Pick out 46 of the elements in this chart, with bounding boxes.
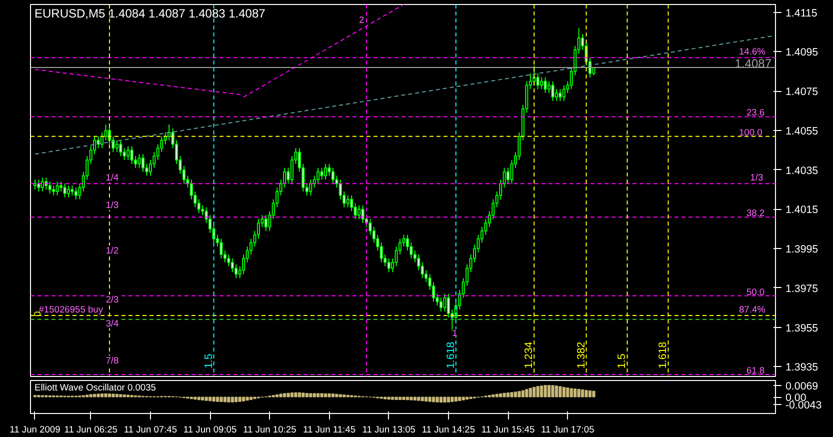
x-tick-label: 11 Jun 11:45 [302,424,356,434]
y-tick-label: 1.4055 [786,125,818,138]
y-tick-label: 1.4035 [786,164,818,177]
ref-line-label: 1.382 [575,342,588,368]
chart-title: EURUSD,M5 1.4084 1.4087 1.4083 1.4087 [34,6,266,20]
x-tick-label: 11 Jun 17:05 [541,424,594,434]
annotation: 38.2 [746,208,765,218]
annotation: 1/4 [106,172,119,183]
y-tick-label: 1.3995 [786,244,818,256]
y-tick-label: 1.3975 [786,282,818,295]
annotation: 2 [359,15,364,26]
y-tick-label: 1.3955 [786,322,818,334]
annotation: 61.8 [746,366,765,376]
y-tick-label: 0.0069 [786,380,818,392]
annotation: 87.4% [738,304,766,314]
x-tick-label: 11 Jun 10:25 [243,424,296,434]
annotation: 1/3 [750,172,764,183]
ref-line-label: 1.618 [444,342,457,368]
x-tick-label: 11 Jun 15:45 [481,424,535,434]
annotation: 1/3 [106,200,119,210]
chart-title: Elliott Wave Oscillator 0.0035 [34,382,156,392]
x-tick-label: 11 Jun 06:25 [64,424,118,434]
y-tick-label: 1.4015 [786,204,818,216]
annotation: 14.6% [738,46,766,57]
annotation: 3/4 [106,318,119,328]
x-tick-label: 11 Jun 09:05 [183,424,237,434]
annotation: 50.0 [746,286,765,297]
y-tick-label: 1.4075 [786,86,818,98]
annotation: 1 [452,328,458,338]
annotation: 100.0 [738,127,762,138]
x-tick-label: 11 Jun 13:05 [362,424,416,434]
ref-line-label: 1.5 [616,354,628,368]
x-tick-label: 11 Jun 07:45 [124,424,178,434]
annotation: 2/3 [106,294,119,305]
ref-line-label: 1.234 [523,342,536,368]
annotation: #15026955 buy [38,304,104,314]
x-tick-label: 11 Jun 2009 [10,424,60,434]
annotation: 7/8 [106,356,119,366]
y-tick-label: 1.3935 [786,362,818,374]
y-tick-label: 1.4095 [786,46,818,59]
ref-line-label: 1.618 [657,342,670,368]
x-tick-label: 11 Jun 14:25 [422,424,476,434]
annotation: 1/2 [106,245,119,256]
annotation: 23.6 [746,108,765,118]
ref-line-label: 1.5 [202,354,215,368]
y-tick-label: 1.4115 [786,7,818,20]
